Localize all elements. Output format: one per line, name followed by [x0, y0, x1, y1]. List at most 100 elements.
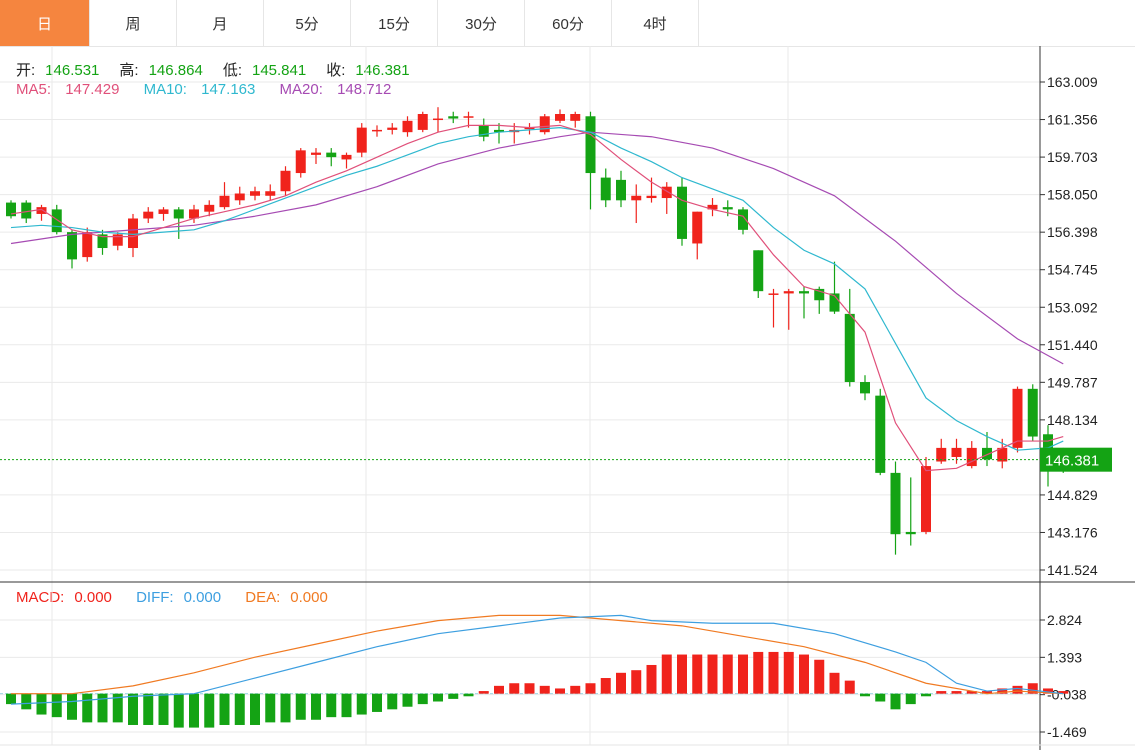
candle-body-59 — [905, 531, 916, 535]
candle-body-50 — [768, 293, 779, 295]
macd-bar-13 — [204, 693, 215, 728]
macd-bar-34 — [524, 683, 535, 694]
high-value: 146.864 — [148, 62, 203, 79]
ma10-line — [10, 127, 1064, 451]
macd-bar-38 — [585, 683, 596, 694]
macd-bar-3 — [51, 693, 62, 718]
candle-body-60 — [921, 466, 931, 532]
macd-bar-62 — [951, 691, 962, 694]
candle-body-41 — [631, 195, 642, 201]
ytick-label-main-2: 159.703 — [1047, 149, 1098, 165]
candle-body-5 — [82, 232, 93, 258]
ytick-label-main-4: 156.398 — [1047, 224, 1098, 240]
candle-body-32 — [494, 129, 504, 133]
macd-bar-65 — [997, 688, 1008, 694]
candle-body-48 — [738, 209, 748, 230]
macd-bar-49 — [753, 651, 764, 694]
macd-bar-39 — [600, 678, 611, 694]
candle-body-40 — [616, 179, 626, 201]
macd-bar-23 — [356, 693, 367, 715]
macd-bar-63 — [966, 691, 977, 694]
close-label: 收: — [326, 62, 346, 79]
macd-bar-19 — [295, 693, 306, 720]
candle-body-14 — [219, 195, 230, 208]
ma20-label: MA20: — [279, 81, 323, 98]
macd-bar-44 — [677, 654, 687, 694]
tab-6[interactable]: 60分 — [525, 0, 612, 46]
macd-bar-30 — [463, 693, 474, 697]
macd-bar-17 — [265, 693, 276, 723]
macd-bar-31 — [478, 691, 489, 694]
macd-bar-35 — [539, 685, 550, 694]
macd-bar-16 — [250, 693, 260, 725]
tab-2[interactable]: 月 — [177, 0, 264, 46]
diff-label: DIFF: — [136, 589, 174, 606]
low-label: 低: — [222, 62, 242, 79]
candle-body-30 — [463, 116, 474, 118]
macd-bar-57 — [875, 693, 886, 702]
macd-legend: MACD: 0.000 DIFF: 0.000 DEA: 0.000 — [16, 589, 348, 606]
ma5-label: MA5: — [16, 81, 52, 98]
tab-7[interactable]: 4时 — [612, 0, 699, 46]
candle-body-63 — [966, 447, 977, 467]
macd-bar-45 — [692, 654, 703, 694]
candle-body-45 — [692, 211, 703, 244]
candle-body-67 — [1027, 388, 1038, 437]
candle-body-8 — [128, 218, 138, 249]
candle-body-53 — [814, 288, 825, 301]
macd-bar-20 — [311, 693, 321, 720]
candle-body-49 — [753, 250, 764, 292]
candle-body-66 — [1012, 388, 1023, 448]
macd-bar-54 — [829, 672, 840, 694]
candle-body-23 — [356, 127, 367, 153]
tab-0[interactable]: 日 — [0, 0, 90, 46]
candle-body-18 — [280, 170, 291, 192]
candle-body-62 — [951, 447, 962, 457]
macd-bar-25 — [387, 693, 398, 710]
candle-body-54 — [829, 293, 840, 312]
tab-5[interactable]: 30分 — [438, 0, 525, 46]
macd-bar-29 — [448, 693, 459, 699]
ma5-value: 147.429 — [65, 81, 120, 98]
macd-bar-0 — [6, 693, 16, 705]
candle-body-19 — [295, 150, 306, 174]
macd-bar-11 — [173, 693, 184, 728]
macd-bar-2 — [36, 693, 47, 715]
macd-bar-10 — [158, 693, 169, 725]
last-price-label: 146.381 — [1045, 453, 1099, 470]
ma-legend: MA5: 147.429 MA10: 147.163 MA20: 148.712 — [16, 81, 411, 98]
macd-bar-60 — [921, 693, 931, 697]
macd-bar-47 — [722, 654, 733, 694]
candle-body-46 — [707, 204, 718, 210]
dea-label: DEA: — [245, 589, 281, 606]
ytick-label-sub-1: 1.393 — [1047, 649, 1082, 665]
tab-3[interactable]: 5分 — [264, 0, 351, 46]
macd-bar-12 — [189, 693, 199, 728]
tab-4[interactable]: 15分 — [351, 0, 438, 46]
ytick-label-sub-3: -1.469 — [1047, 724, 1087, 740]
diff-value: 0.000 — [183, 589, 222, 606]
dea-line — [11, 614, 1064, 695]
macd-bar-56 — [860, 693, 870, 697]
tab-1[interactable]: 周 — [90, 0, 177, 46]
macd-value: 0.000 — [74, 589, 112, 606]
candle-body-47 — [722, 207, 733, 210]
candle-body-42 — [646, 195, 657, 199]
macd-bar-33 — [509, 683, 520, 694]
macd-bar-21 — [326, 693, 337, 718]
macd-bar-59 — [905, 693, 916, 705]
candle-body-15 — [234, 193, 245, 201]
candle-body-1 — [21, 202, 32, 219]
ytick-label-main-7: 151.440 — [1047, 337, 1098, 353]
candle-body-38 — [585, 116, 596, 174]
ytick-label-main-12: 143.176 — [1047, 524, 1098, 540]
macd-bar-51 — [783, 651, 794, 694]
open-value: 146.531 — [45, 62, 100, 79]
macd-bar-42 — [646, 664, 657, 694]
candle-body-6 — [97, 234, 108, 249]
candle-body-17 — [265, 191, 276, 196]
candle-body-10 — [158, 209, 169, 214]
ytick-label-sub-0: 2.824 — [1047, 612, 1082, 628]
macd-bar-69 — [1058, 691, 1069, 694]
